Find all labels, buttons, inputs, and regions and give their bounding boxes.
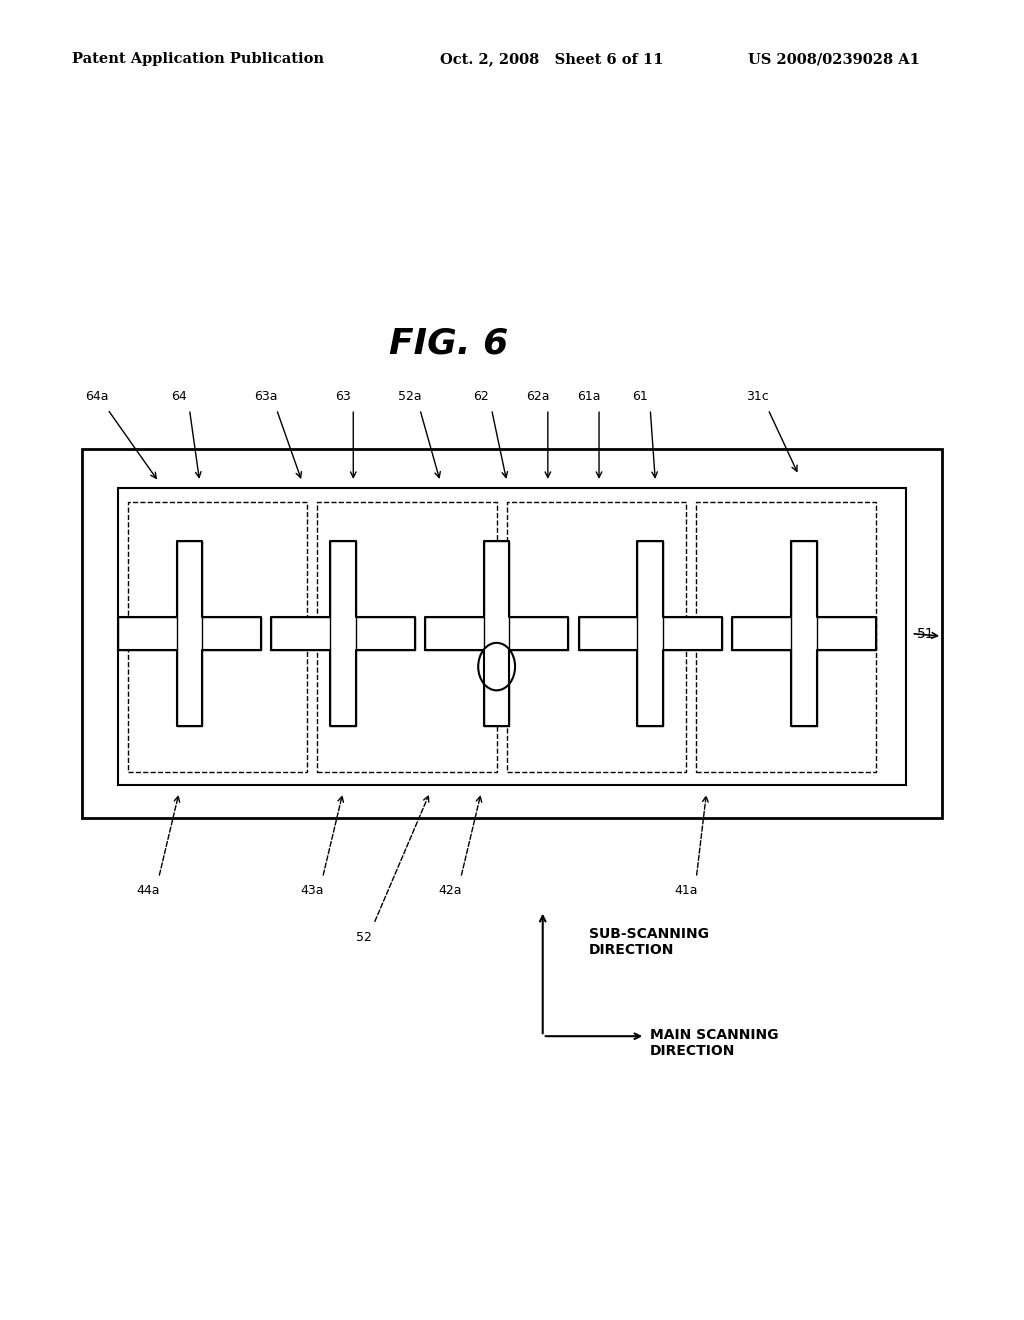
Text: MAIN SCANNING
DIRECTION: MAIN SCANNING DIRECTION bbox=[650, 1028, 778, 1057]
Bar bbox=[176, 541, 202, 726]
Bar bbox=[271, 616, 415, 649]
Text: Patent Application Publication: Patent Application Publication bbox=[72, 53, 324, 66]
Text: 52: 52 bbox=[355, 931, 372, 944]
Bar bbox=[696, 502, 876, 772]
Text: FIG. 6: FIG. 6 bbox=[389, 326, 508, 360]
Text: 43a: 43a bbox=[301, 884, 324, 898]
Text: 62a: 62a bbox=[526, 389, 549, 403]
Text: 64a: 64a bbox=[86, 389, 109, 403]
Bar bbox=[425, 616, 568, 649]
Text: 61: 61 bbox=[632, 389, 648, 403]
Bar bbox=[483, 541, 510, 726]
Bar bbox=[732, 616, 876, 649]
Text: 41a: 41a bbox=[675, 884, 697, 898]
Text: 52a: 52a bbox=[397, 389, 422, 403]
Text: 63a: 63a bbox=[255, 389, 278, 403]
Bar bbox=[118, 488, 906, 785]
Text: 61a: 61a bbox=[578, 389, 600, 403]
Text: 31c: 31c bbox=[746, 389, 769, 403]
Bar bbox=[82, 449, 942, 818]
Text: 64: 64 bbox=[171, 389, 187, 403]
Text: 63: 63 bbox=[335, 389, 351, 403]
Text: 42a: 42a bbox=[439, 884, 462, 898]
Text: 62: 62 bbox=[473, 389, 489, 403]
Bar bbox=[637, 541, 664, 726]
Circle shape bbox=[478, 643, 515, 690]
Bar bbox=[118, 616, 261, 649]
Text: 44a: 44a bbox=[137, 884, 160, 898]
Bar bbox=[507, 502, 686, 772]
Text: SUB-SCANNING
DIRECTION: SUB-SCANNING DIRECTION bbox=[589, 927, 709, 957]
Bar bbox=[128, 502, 307, 772]
Text: 51: 51 bbox=[916, 627, 934, 640]
Text: Oct. 2, 2008   Sheet 6 of 11: Oct. 2, 2008 Sheet 6 of 11 bbox=[440, 53, 664, 66]
Text: US 2008/0239028 A1: US 2008/0239028 A1 bbox=[748, 53, 920, 66]
Bar bbox=[330, 541, 356, 726]
Bar bbox=[579, 616, 722, 649]
Bar bbox=[317, 502, 497, 772]
Bar bbox=[792, 541, 817, 726]
